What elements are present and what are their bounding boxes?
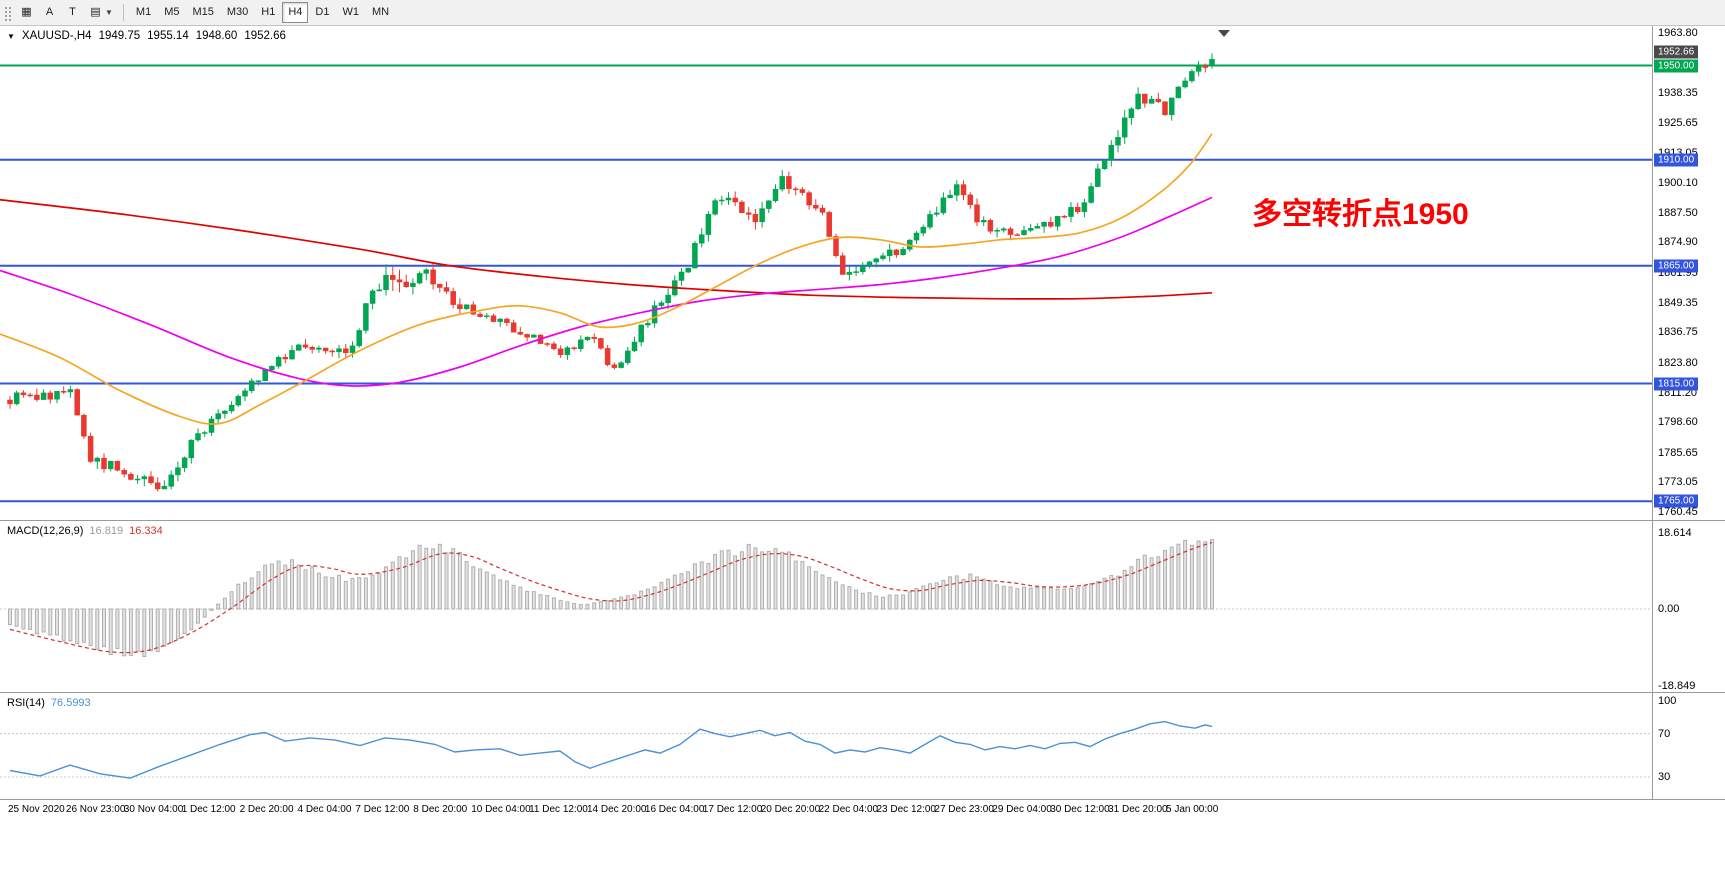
timeframe-button-mn[interactable]: MN <box>366 2 395 23</box>
timeframe-button-h4[interactable]: H4 <box>282 2 309 23</box>
time-axis-label: 23 Dec 12:00 <box>876 804 937 815</box>
rsi-label: RSI(14) <box>7 697 45 709</box>
macd-canvas[interactable] <box>0 521 1652 692</box>
timeframe-button-m1[interactable]: M1 <box>130 2 157 23</box>
rsi-axis-label: 100 <box>1658 695 1677 707</box>
timeframe-button-m15[interactable]: M15 <box>186 2 219 23</box>
ma-orange-line <box>0 133 1213 425</box>
current-price-tag: 1952.66 <box>1654 45 1699 59</box>
time-axis-label: 26 Nov 23:00 <box>65 804 126 815</box>
chart-window-icon-button[interactable]: ▦ <box>15 2 38 23</box>
timeframe-button-w1[interactable]: W1 <box>336 2 365 23</box>
macd-label: MACD(12,26,9) <box>7 525 84 537</box>
chart-low-value: 1948.60 <box>195 30 238 42</box>
chart-shift-marker[interactable] <box>1218 30 1230 37</box>
time-axis-label: 30 Nov 04:00 <box>123 804 184 815</box>
time-axis-label: 14 Dec 20:00 <box>587 804 647 815</box>
price-axis-label: 1938.35 <box>1658 86 1698 99</box>
rsi-panel: RSI(14) 76.5993 100 70 30 <box>0 692 1725 799</box>
ma-red-line <box>0 198 1213 300</box>
price-tag-1865.00: 1865.00 <box>1654 259 1699 273</box>
toolbar: ▦ A T ▤ ▼ M1 M5 M15 M30 H1 H4 D1 W1 MN <box>0 0 1725 26</box>
indicators-dropdown-caret-icon[interactable]: ▼ <box>105 8 113 17</box>
toolbar-icon-group: ▦ A T ▤ ▼ <box>15 2 117 23</box>
time-axis-label: 5 Jan 00:00 <box>1166 804 1219 815</box>
macd-axis-label: 18.614 <box>1658 527 1692 540</box>
price-axis-label: 1773.05 <box>1658 476 1698 489</box>
rsi-line <box>9 720 1213 779</box>
toolbar-separator <box>122 4 124 21</box>
macd-histogram <box>8 539 1214 657</box>
main-chart-canvas[interactable] <box>0 26 1652 520</box>
chart-close-value: 1952.66 <box>244 30 286 42</box>
rsi-axis[interactable]: 100 70 30 <box>1652 693 1725 799</box>
time-axis-label: 31 Dec 20:00 <box>1108 804 1168 815</box>
time-axis-label: 8 Dec 20:00 <box>413 804 468 815</box>
macd-axis[interactable]: 18.614 0.00 -18.849 <box>1652 521 1725 692</box>
time-axis-label: 2 Dec 20:00 <box>239 804 294 815</box>
macd-signal-line <box>9 541 1213 654</box>
main-chart-panel: ▼ XAUUSD-,H4 1949.75 1955.14 1948.60 195… <box>0 26 1725 520</box>
price-tag-1910.00: 1910.00 <box>1654 153 1699 167</box>
time-axis-label: 30 Dec 12:00 <box>1050 804 1110 815</box>
rsi-header: RSI(14) 76.5993 <box>7 697 91 709</box>
price-axis-label: 1925.65 <box>1658 116 1698 129</box>
price-tag-1765.00: 1765.00 <box>1654 494 1699 508</box>
toolbar-grip <box>3 4 11 21</box>
price-axis-label: 1823.80 <box>1658 356 1698 369</box>
macd-signal-value: 16.334 <box>129 525 163 537</box>
price-axis-label: 1874.90 <box>1658 236 1698 249</box>
time-axis-label: 29 Dec 04:00 <box>992 804 1052 815</box>
timeframe-button-h1[interactable]: H1 <box>255 2 281 23</box>
price-axis[interactable]: 1963.801938.351925.651913.051900.101887.… <box>1652 26 1725 520</box>
chart-title: ▼ XAUUSD-,H4 1949.75 1955.14 1948.60 195… <box>7 30 286 42</box>
chart-high-value: 1955.14 <box>147 30 189 42</box>
time-axis[interactable]: 25 Nov 2020 26 Nov 23:00 30 Nov 04:00 1 Dec… <box>0 799 1725 821</box>
time-axis-label: 27 Dec 23:00 <box>934 804 994 815</box>
timeframe-button-m30[interactable]: M30 <box>221 2 254 23</box>
rsi-axis-label: 70 <box>1658 727 1671 740</box>
price-axis-label: 1798.60 <box>1658 416 1698 429</box>
time-axis-label: 10 Dec 04:00 <box>471 804 531 815</box>
time-axis-label: 25 Nov 2020 <box>8 804 65 815</box>
price-axis-label: 1849.35 <box>1658 296 1698 309</box>
macd-axis-label: -18.849 <box>1658 679 1696 692</box>
price-tag-1950.00: 1950.00 <box>1654 59 1699 72</box>
price-tag-1815.00: 1815.00 <box>1654 377 1699 390</box>
price-axis-label: 1836.75 <box>1658 326 1698 339</box>
time-axis-label: 4 Dec 04:00 <box>297 804 352 815</box>
time-axis-label: 20 Dec 20:00 <box>760 804 821 815</box>
rsi-axis-label: 30 <box>1658 771 1671 783</box>
price-axis-label: 1887.50 <box>1658 206 1698 219</box>
macd-main-value: 16.819 <box>89 525 124 537</box>
timeframe-button-d1[interactable]: D1 <box>309 2 335 23</box>
rsi-canvas[interactable] <box>0 693 1652 799</box>
time-axis-label: 7 Dec 12:00 <box>355 804 410 815</box>
price-axis-label: 1785.65 <box>1658 446 1698 459</box>
price-axis-label: 1900.10 <box>1658 177 1698 189</box>
time-axis-label: 22 Dec 04:00 <box>818 804 879 815</box>
price-axis-label: 1963.80 <box>1658 27 1698 39</box>
time-axis-label: 11 Dec 12:00 <box>529 804 588 815</box>
timeframe-button-m5[interactable]: M5 <box>158 2 185 23</box>
annotation-text[interactable]: 多空转折点1950 <box>1252 198 1469 231</box>
chart-open-value: 1949.75 <box>98 30 141 42</box>
indicators-button[interactable]: ▤ <box>84 2 107 23</box>
timeframe-toolbar: M1 M5 M15 M30 H1 H4 D1 W1 MN <box>130 2 395 23</box>
ma-magenta-line <box>0 196 1213 387</box>
price-axis-label: 1760.45 <box>1658 506 1698 518</box>
chart-context-arrow-icon[interactable]: ▼ <box>7 31 15 41</box>
candlesticks <box>7 53 1215 492</box>
time-axis-label: 16 Dec 04:00 <box>644 804 705 815</box>
macd-header: MACD(12,26,9) 16.819 16.334 <box>7 525 163 537</box>
cursor-a-button[interactable]: A <box>38 2 61 23</box>
macd-panel: MACD(12,26,9) 16.819 16.334 18.614 0.00 -1… <box>0 520 1725 692</box>
time-axis-label: 17 Dec 12:00 <box>702 804 763 815</box>
text-label-tool-button[interactable]: T <box>61 2 84 23</box>
chart-symbol-period: XAUUSD-,H4 <box>21 30 92 42</box>
time-axis-label: 1 Dec 12:00 <box>181 804 236 815</box>
macd-axis-label: 0.00 <box>1658 603 1680 615</box>
rsi-value: 76.5993 <box>50 697 91 709</box>
